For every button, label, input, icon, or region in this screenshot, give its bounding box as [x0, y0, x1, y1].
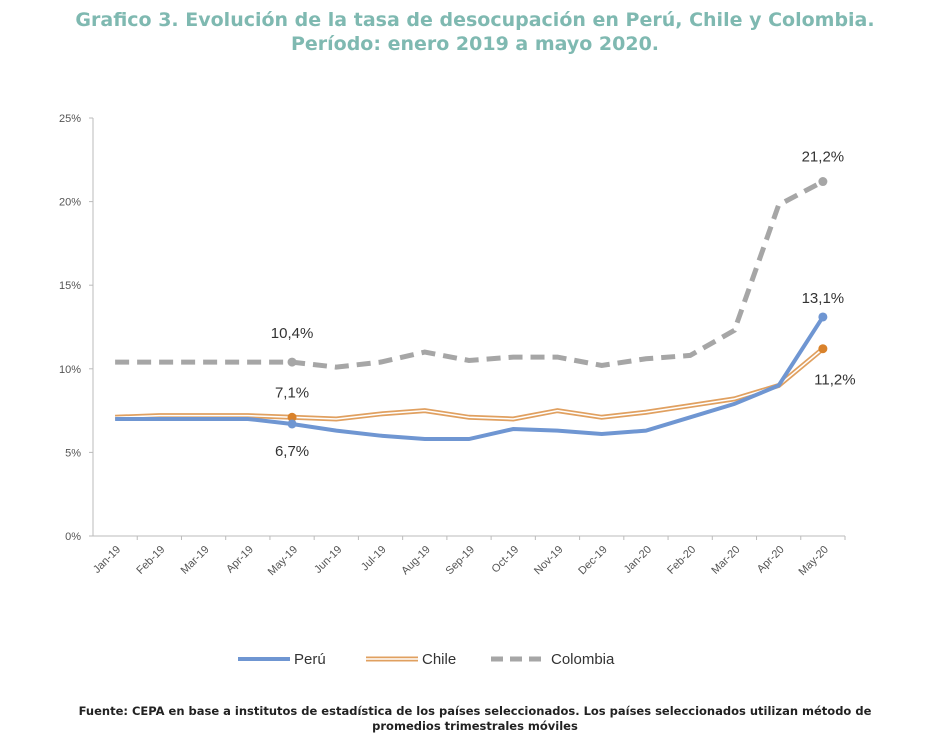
- chart-title: Grafico 3. Evolución de la tasa de desoc…: [0, 8, 950, 56]
- y-tick-label: 10%: [59, 364, 81, 376]
- x-tick-label: May-19: [266, 544, 300, 578]
- line-chart: 0% 5% 10% 15% 20% 25% Jan-19 Feb-19 Mar-19 Apr-19…: [59, 113, 856, 668]
- x-tick-label: Feb-20: [665, 544, 698, 577]
- data-label: 7,1%: [275, 384, 309, 401]
- x-tick-label: Oct-19: [490, 544, 522, 576]
- data-point-marker: [287, 412, 297, 422]
- x-tick-label: Feb-19: [134, 544, 167, 577]
- x-tick-label: Jan-19: [91, 544, 123, 576]
- data-label: 10,4%: [271, 325, 314, 342]
- legend-label: Perú: [294, 651, 326, 668]
- x-tick-label: Sep-19: [444, 544, 478, 578]
- y-tick-label: 25%: [59, 113, 81, 125]
- y-tick-label: 20%: [59, 197, 81, 209]
- x-tick-label: Apr-20: [755, 544, 787, 576]
- footnote: Fuente: CEPA en base a institutos de est…: [0, 704, 950, 734]
- data-point-marker: [818, 177, 828, 187]
- y-tick-label: 5%: [65, 447, 81, 459]
- y-tick-label: 15%: [59, 280, 81, 292]
- data-point-marker: [287, 357, 297, 367]
- x-tick-label: Mar-20: [709, 544, 742, 577]
- footnote-line-2: promedios trimestrales móviles: [372, 719, 578, 733]
- x-tick-label: Dec-19: [576, 544, 610, 578]
- data-label: 11,2%: [814, 372, 855, 389]
- series-colombia-line: [115, 179, 825, 370]
- data-point-marker: [818, 344, 828, 354]
- x-tick-label: Nov-19: [532, 544, 566, 578]
- data-label: 6,7%: [275, 443, 309, 460]
- data-label: 21,2%: [802, 149, 845, 166]
- series-peru-line: [115, 315, 825, 442]
- legend-label: Chile: [422, 651, 456, 668]
- data-point-marker: [818, 312, 828, 322]
- legend-label: Colombia: [551, 651, 615, 668]
- data-point-marker: [287, 419, 297, 429]
- x-tick-label: Aug-19: [399, 544, 433, 578]
- title-line-1: Grafico 3. Evolución de la tasa de desoc…: [75, 9, 875, 31]
- x-tick-label: Jan-20: [622, 544, 654, 576]
- x-tick-label: May-20: [797, 544, 831, 578]
- y-tick-label: 0%: [65, 531, 81, 543]
- x-tick-label: Jul-19: [359, 544, 389, 574]
- x-tick-label: Jun-19: [312, 544, 344, 576]
- x-tick-label: Mar-19: [179, 544, 212, 577]
- x-tick-label: Apr-19: [224, 544, 256, 576]
- footnote-line-1: Fuente: CEPA en base a institutos de est…: [78, 704, 872, 718]
- series-chile-line-inner: [115, 348, 824, 420]
- data-label: 13,1%: [802, 290, 845, 307]
- title-line-2: Período: enero 2019 a mayo 2020.: [290, 33, 660, 55]
